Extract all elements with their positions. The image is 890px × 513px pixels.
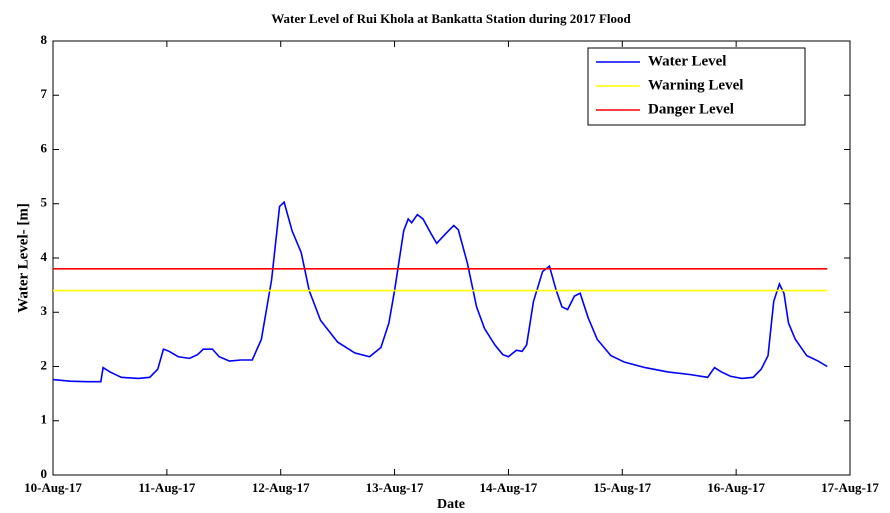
y-tick-label: 2 (41, 357, 48, 372)
x-tick-label: 17-Aug-17 (821, 480, 879, 495)
y-tick-label: 5 (41, 195, 48, 210)
legend-label: Danger Level (648, 101, 734, 117)
y-tick-label: 8 (41, 32, 48, 47)
x-tick-label: 10-Aug-17 (24, 480, 82, 495)
x-tick-label: 12-Aug-17 (252, 480, 310, 495)
x-tick-label: 15-Aug-17 (593, 480, 651, 495)
y-tick-label: 7 (41, 86, 48, 101)
x-tick-label: 16-Aug-17 (707, 480, 765, 495)
series-line (52, 200, 828, 383)
x-tick-label: 14-Aug-17 (480, 480, 538, 495)
x-tick-label: 13-Aug-17 (366, 480, 424, 495)
y-tick-label: 0 (41, 466, 48, 481)
legend-label: Warning Level (648, 77, 743, 93)
y-axis-label: Water Level- [m] (15, 203, 31, 313)
x-axis-label: Date (437, 497, 465, 512)
y-tick-label: 6 (41, 140, 48, 155)
legend-label: Water Level (648, 53, 726, 69)
y-tick-label: 1 (41, 412, 48, 427)
chart-title: Water Level of Rui Khola at Bankatta Sta… (271, 11, 631, 26)
y-tick-label: 3 (41, 303, 48, 318)
y-tick-label: 4 (41, 249, 48, 264)
x-tick-label: 11-Aug-17 (138, 480, 196, 495)
